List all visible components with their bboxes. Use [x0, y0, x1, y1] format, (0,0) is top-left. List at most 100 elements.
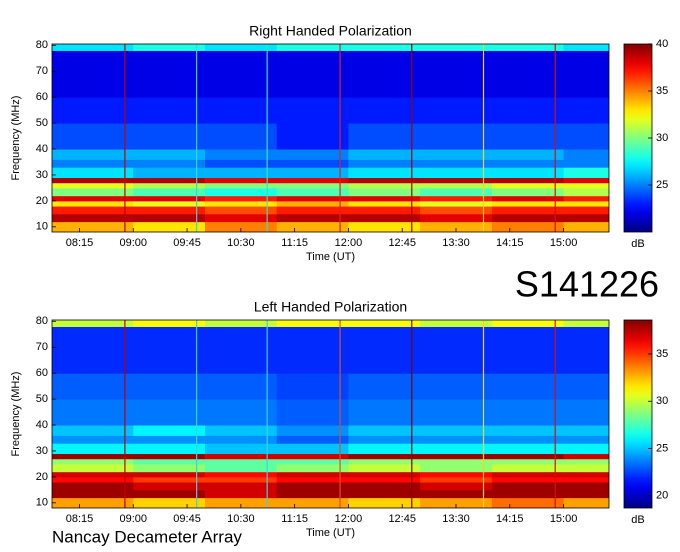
heat-cell — [420, 182, 493, 189]
heat-cell — [348, 123, 421, 150]
x-tick-label: 14:15 — [496, 513, 524, 525]
heat-cell — [491, 167, 565, 179]
heat-cell — [491, 182, 565, 189]
heat-cell — [420, 206, 493, 215]
heat-cell — [276, 497, 349, 508]
heat-cell — [348, 373, 421, 400]
heat-cell — [491, 195, 565, 202]
heat-cell — [52, 489, 134, 499]
heat-cell — [420, 195, 493, 202]
heat-cell — [133, 167, 206, 179]
heat-cell — [276, 399, 349, 426]
heat-cell — [276, 453, 349, 460]
heat-cell — [348, 206, 421, 215]
heat-cell — [204, 221, 278, 232]
y-tick-label: 70 — [36, 341, 48, 353]
heat-cell — [52, 44, 134, 51]
heat-cell — [420, 471, 493, 478]
heat-cell — [276, 71, 349, 98]
heat-cell — [420, 123, 493, 150]
heat-cell — [276, 463, 349, 473]
y-axis-label: Frequency (MHz) — [10, 96, 22, 181]
heat-cell — [491, 443, 565, 455]
heat-cell — [563, 167, 609, 179]
x-tick-label: 08:15 — [66, 237, 94, 249]
heat-cell — [133, 326, 206, 348]
heat-cell — [491, 497, 565, 508]
heat-cell — [276, 159, 349, 168]
heat-cell — [420, 221, 493, 232]
heat-cell — [491, 206, 565, 215]
heat-cell — [52, 347, 134, 374]
heat-cell — [204, 123, 278, 150]
heat-cell — [204, 50, 278, 72]
heat-cell — [420, 177, 493, 184]
heat-cell — [420, 443, 493, 455]
y-tick-label: 80 — [36, 39, 48, 51]
heat-cell — [491, 187, 565, 197]
heat-cell — [276, 97, 349, 124]
x-axis-label: Time (UT) — [306, 527, 355, 539]
y-tick-label: 70 — [36, 65, 48, 77]
heat-cell — [204, 167, 278, 179]
heat-cell — [133, 471, 206, 478]
heat-cell — [276, 123, 349, 150]
heat-cell — [133, 177, 206, 184]
heat-cell — [52, 320, 134, 327]
y-tick-label: 40 — [36, 143, 48, 155]
x-tick-label: 09:00 — [120, 237, 148, 249]
colorbar-label: dB — [631, 238, 644, 250]
heat-cell — [563, 320, 609, 327]
heat-cell — [133, 213, 206, 223]
heat-cell — [276, 195, 349, 202]
heat-cell — [276, 200, 349, 207]
heat-cell — [348, 213, 421, 223]
heat-cell — [204, 497, 278, 508]
heat-cell — [204, 458, 278, 465]
heat-cell — [348, 200, 421, 207]
heat-cell — [348, 476, 421, 483]
heat-cell — [133, 320, 206, 327]
heat-cell — [491, 425, 565, 436]
y-tick-label: 50 — [36, 117, 48, 129]
heat-cell — [348, 71, 421, 98]
heat-cell — [420, 149, 493, 160]
heat-cell — [348, 182, 421, 189]
heat-cell — [52, 221, 134, 232]
heat-cell — [563, 221, 609, 232]
heat-cell — [491, 177, 565, 184]
heat-cell — [276, 177, 349, 184]
heat-cell — [348, 453, 421, 460]
heat-cell — [491, 200, 565, 207]
x-tick-label: 10:30 — [227, 237, 255, 249]
heat-cell — [420, 458, 493, 465]
heat-cell — [52, 50, 134, 72]
heat-cell — [52, 123, 134, 150]
heat-cell — [52, 326, 134, 348]
heat-cell — [204, 453, 278, 460]
x-tick-label: 12:45 — [388, 513, 416, 525]
heat-cell — [491, 50, 565, 72]
heat-cell — [276, 149, 349, 160]
heat-cell — [491, 97, 565, 124]
heat-cell — [204, 482, 278, 491]
heat-cell — [563, 200, 609, 207]
heat-cell — [563, 326, 609, 348]
heat-cell — [563, 435, 609, 444]
heat-cell — [420, 489, 493, 499]
plot-frame — [51, 43, 610, 233]
plot-frame — [51, 319, 610, 509]
heat-cell — [133, 435, 206, 444]
y-tick-label: 80 — [36, 315, 48, 327]
heat-cell — [563, 347, 609, 374]
heat-cell — [563, 399, 609, 426]
heat-cell — [276, 443, 349, 455]
heat-cell — [204, 326, 278, 348]
heat-cell — [563, 159, 609, 168]
colorbar-tick-label: 25 — [656, 442, 668, 454]
heat-cell — [133, 97, 206, 124]
heat-cell — [348, 187, 421, 197]
heat-cell — [52, 458, 134, 465]
heat-cell — [491, 453, 565, 460]
heat-cell — [133, 463, 206, 473]
